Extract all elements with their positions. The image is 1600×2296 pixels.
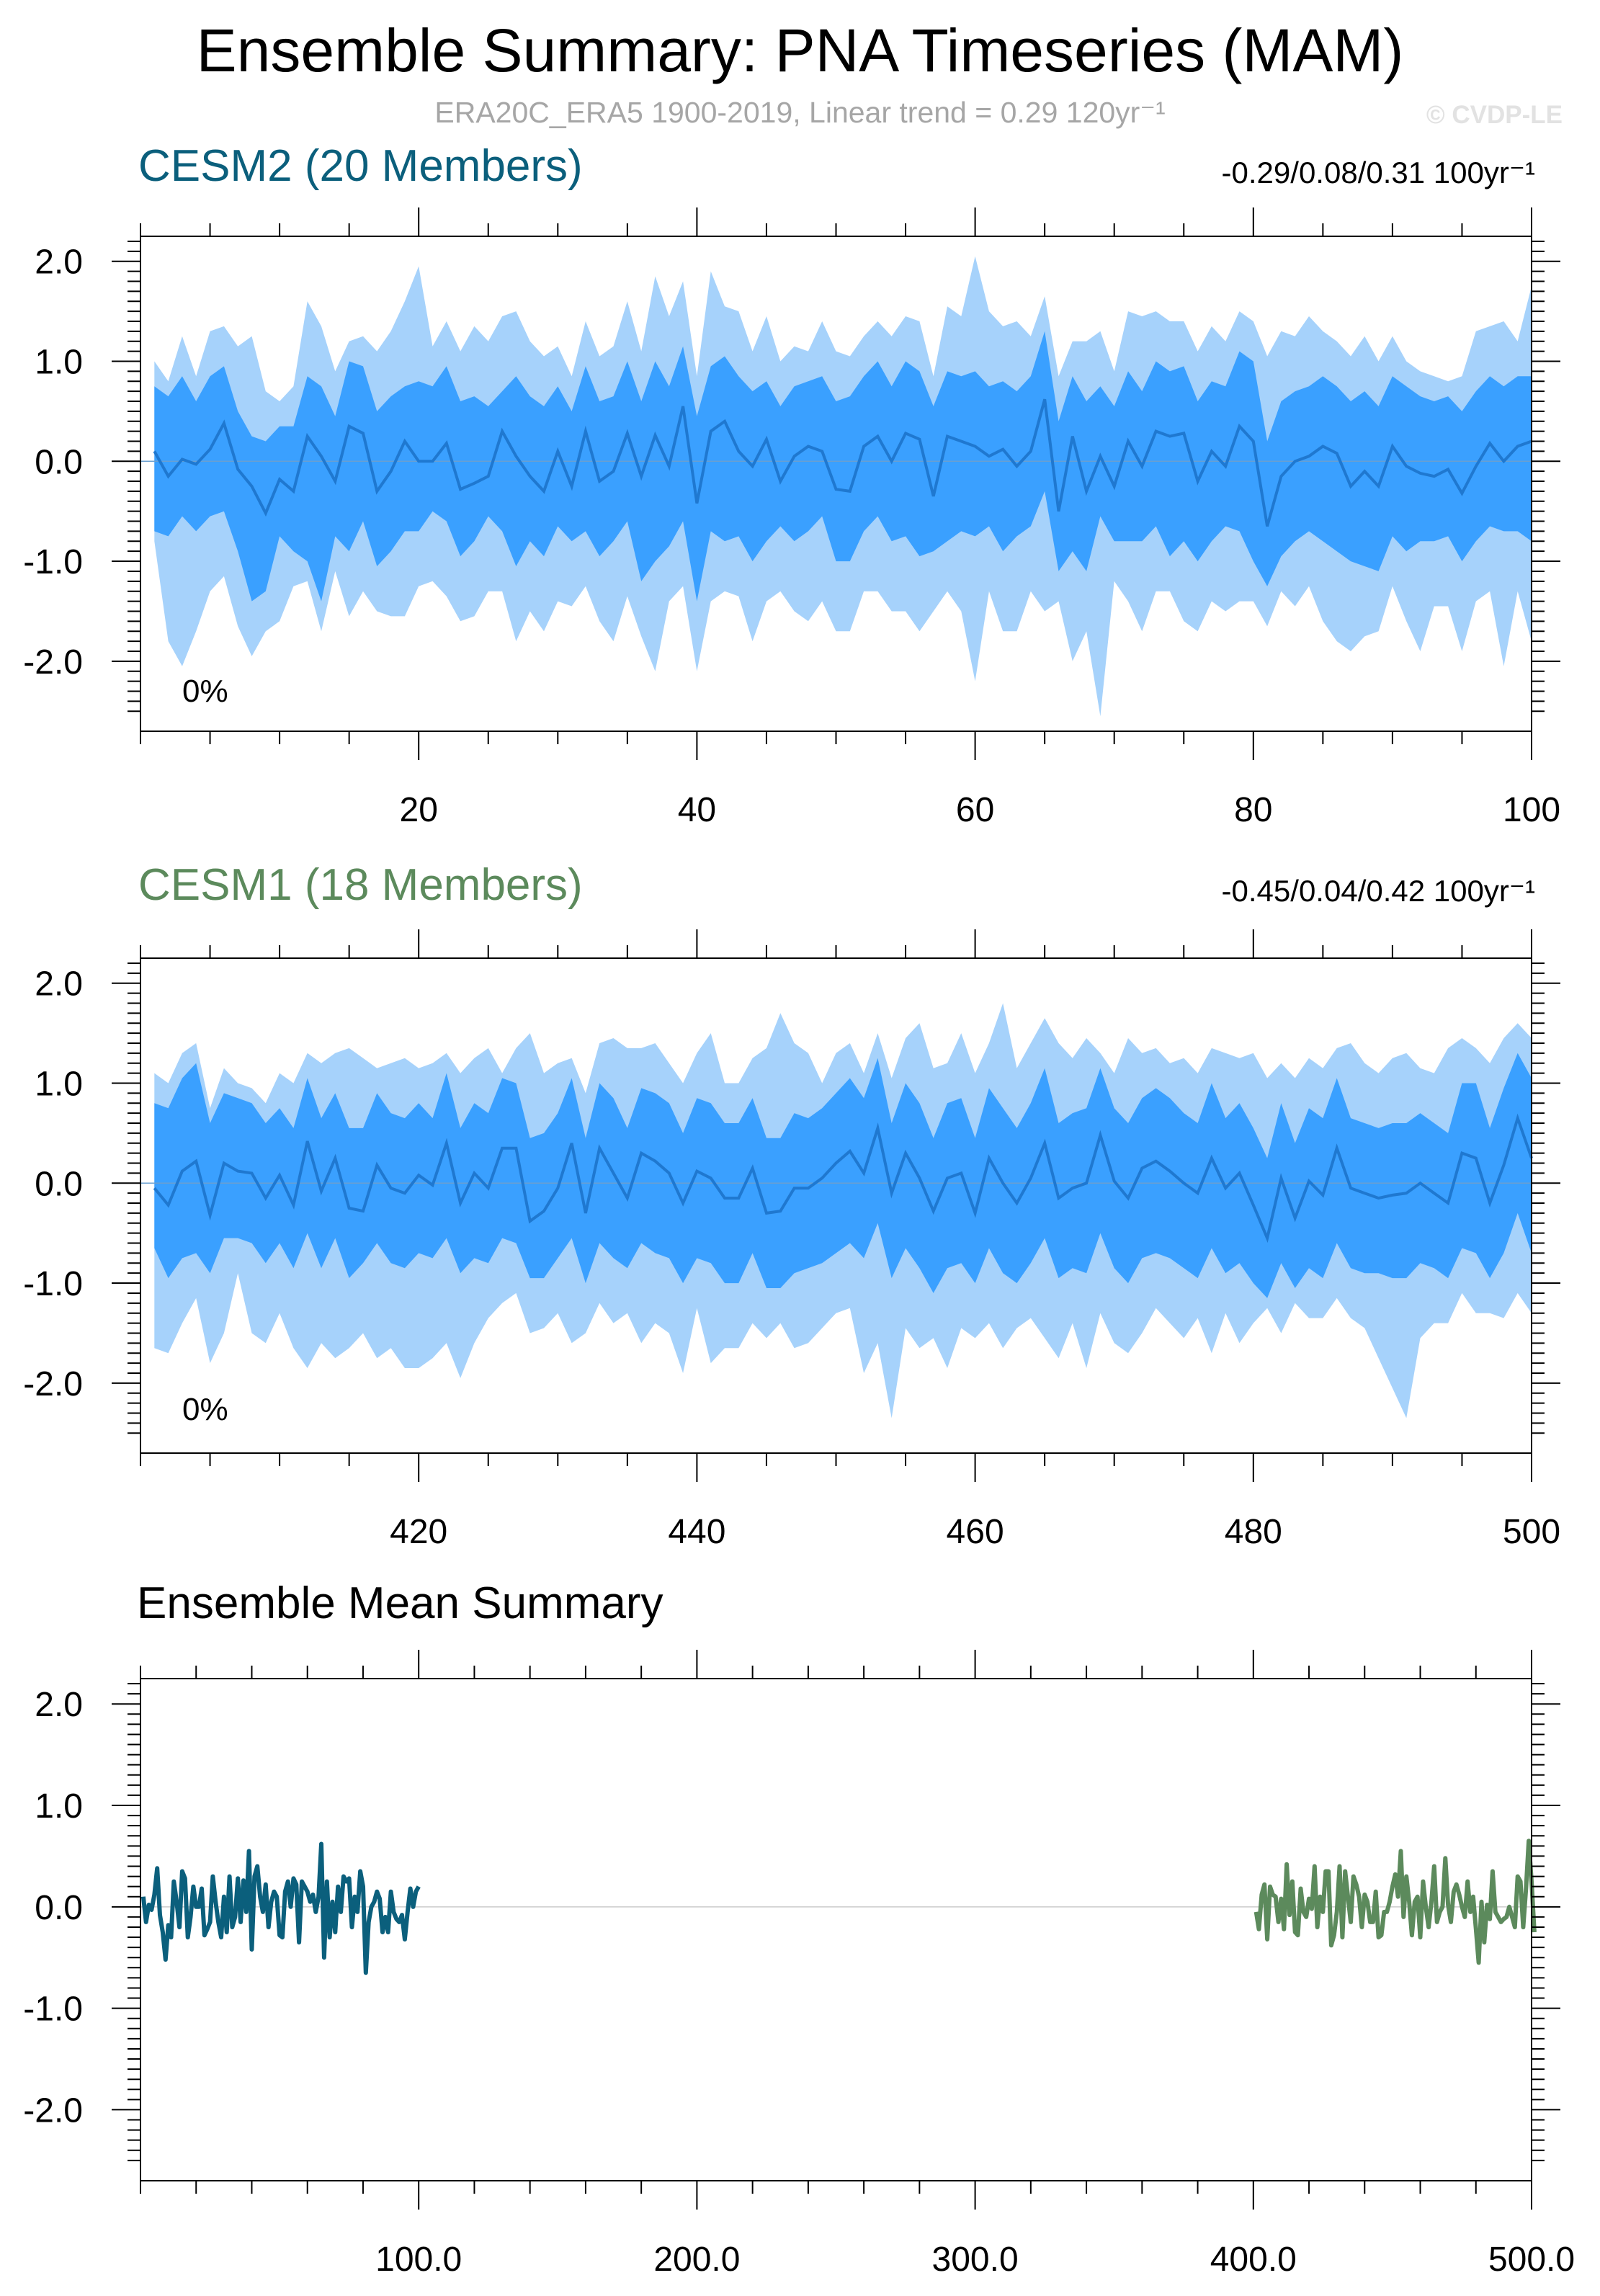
panel1-x-tick-label: 80 [1234,791,1272,829]
panel3-x-tick-label: 400.0 [1210,2241,1297,2279]
panel3-y-tick-label: 2.0 [35,1686,83,1724]
cesm1-percent-label: 0% [182,1392,228,1427]
panel1-y-tick-label: -2.0 [23,643,83,682]
panel3-y-tick-label: 0.0 [35,1889,83,1927]
panel1-y-tick-label: 1.0 [35,343,83,381]
panel1-x-tick-label: 20 [400,791,438,829]
panel3-y-tick-label: -1.0 [23,1991,83,2029]
panel2-y-tick-label: -2.0 [23,1365,83,1403]
panel3-frame [140,1678,1532,2181]
panel2-y-tick-label: 1.0 [35,1065,83,1103]
panel3-x-tick-label: 100.0 [375,2241,462,2279]
panel2-x-tick-label: 460 [947,1513,1004,1551]
panel2-x-tick-label: 420 [390,1513,447,1551]
panel1-y-tick-label: 0.0 [35,443,83,481]
panel3-x-tick-label: 500.0 [1488,2241,1575,2279]
panel3-y-tick-label: 1.0 [35,1787,83,1826]
panel2-y-tick-label: 2.0 [35,965,83,1004]
panel2-x-tick-label: 440 [668,1513,725,1551]
panel2-y-tick-label: -1.0 [23,1265,83,1303]
panel1-x-tick-label: 60 [956,791,994,829]
cesm2-trend-label: -0.29/0.08/0.31 100yr⁻¹ [1221,156,1535,189]
panel3-x-tick-label: 200.0 [653,2241,740,2279]
cesm2-panel-title: CESM2 (20 Members) [138,141,583,191]
panel1-10-90-band [154,331,1532,602]
panel2-x-tick-label: 500 [1503,1513,1560,1551]
page-title: Ensemble Summary: PNA Timeseries (MAM) [196,17,1404,84]
cesm2-percent-label: 0% [182,674,228,709]
panel1-y-tick-label: 2.0 [35,244,83,282]
cesm1-panel-title: CESM1 (18 Members) [138,860,583,910]
panel1-mean-line [153,398,1532,527]
panel3-cesm1-line [1253,1839,1537,1965]
panel3-y-tick-label: -2.0 [23,2091,83,2130]
panel2-x-tick-label: 480 [1225,1513,1282,1551]
panel1-y-tick-label: -1.0 [23,543,83,581]
observation-subtitle: ERA20C_ERA5 1900-2019, Linear trend = 0.… [434,96,1166,129]
copyright-label: © CVDP-LE [1426,101,1563,129]
panel2-y-tick-label: 0.0 [35,1165,83,1203]
panel2-mean-line [153,1113,1533,1243]
ensemble-mean-panel-title: Ensemble Mean Summary [137,1578,663,1628]
panel1-x-tick-label: 100 [1503,791,1560,829]
panel3-x-tick-label: 300.0 [932,2241,1019,2279]
panel1-x-tick-label: 40 [678,791,716,829]
panel2-10-90-band [154,1053,1532,1298]
panel3-cesm2-line [140,1841,421,1975]
cesm1-trend-label: -0.45/0.04/0.42 100yr⁻¹ [1221,874,1535,908]
